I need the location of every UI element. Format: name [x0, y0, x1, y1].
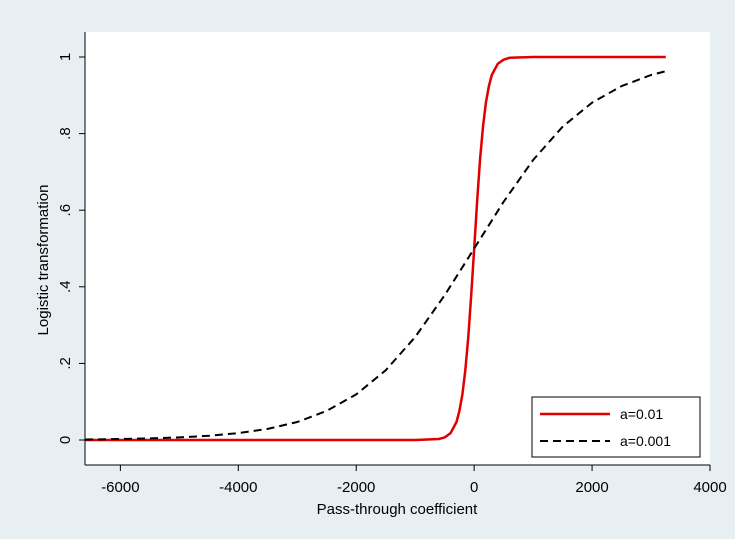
plot-area — [85, 32, 710, 465]
legend-box — [531, 396, 701, 458]
x-tick-label: -4000 — [219, 479, 257, 496]
x-tick-label: -6000 — [101, 479, 139, 496]
x-tick-label: 0 — [470, 479, 478, 496]
legend: a=0.01 a=0.001 — [531, 396, 701, 458]
x-tick-label: -2000 — [337, 479, 375, 496]
y-tick-label: .4 — [57, 281, 74, 294]
x-tick-label: 4000 — [693, 479, 726, 496]
y-tick-label: .2 — [57, 357, 74, 370]
series-layer — [84, 55, 667, 442]
legend-label-a-0.01: a=0.01 — [620, 406, 663, 422]
y-tick-label: .6 — [57, 204, 74, 217]
x-tick-label: 2000 — [575, 479, 608, 496]
y-tick-label: .8 — [57, 127, 74, 140]
y-axis-title: Logistic transformation — [35, 185, 52, 336]
x-ticks: -6000 -4000 -2000 0 2000 4000 — [101, 465, 727, 496]
y-ticks: 0 .2 .4 .6 .8 1 — [57, 53, 85, 444]
series-line-a-0-01 — [85, 55, 666, 442]
series-line-a-0-001 — [84, 70, 667, 441]
y-tick-label: 1 — [57, 53, 74, 61]
legend-label-a-0.001: a=0.001 — [620, 433, 671, 449]
y-tick-label: 0 — [57, 436, 74, 444]
axes-layer — [84, 32, 710, 466]
x-axis-title: Pass-through coefficient — [317, 501, 478, 518]
